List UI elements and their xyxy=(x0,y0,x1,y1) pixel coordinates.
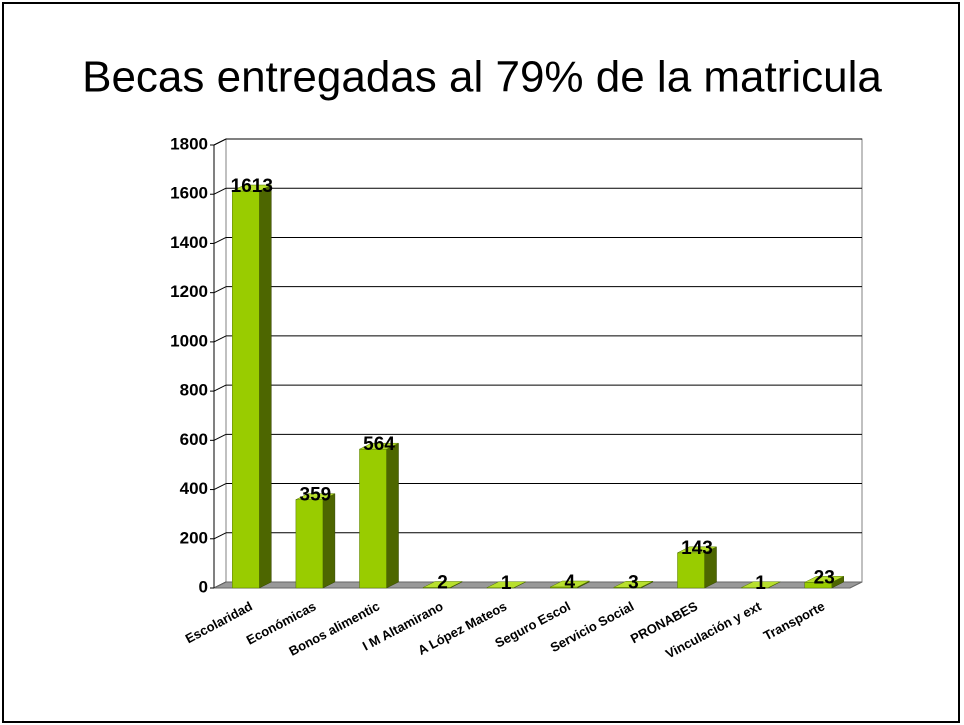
data-label: 4 xyxy=(565,572,576,593)
y-tick-label: 1800 xyxy=(170,134,208,153)
bar-face xyxy=(232,190,260,589)
bar-face xyxy=(422,581,463,588)
y-tick-label: 0 xyxy=(199,577,208,596)
bar-face xyxy=(322,493,336,589)
data-label: 359 xyxy=(300,485,332,506)
data-label: 23 xyxy=(814,567,835,588)
bar xyxy=(677,546,717,589)
y-tick-label: 200 xyxy=(180,528,208,547)
grid-line xyxy=(213,335,227,343)
bar-face xyxy=(486,581,526,589)
grid-line xyxy=(213,236,227,244)
bar-face xyxy=(359,442,399,450)
data-label: 3 xyxy=(628,572,639,593)
bar-face xyxy=(359,448,387,589)
bar xyxy=(740,581,781,589)
bar-face xyxy=(677,552,705,589)
y-tick-label: 800 xyxy=(180,381,208,400)
bar-face xyxy=(295,493,336,500)
bar xyxy=(232,184,272,589)
y-tick-label: 400 xyxy=(180,479,208,498)
y-tick-label: 1400 xyxy=(170,233,208,252)
chart-title: Becas entregadas al 79% de la matricula xyxy=(82,53,882,102)
data-label: 564 xyxy=(363,434,395,455)
data-label: 143 xyxy=(681,538,713,559)
bar-face xyxy=(740,581,781,589)
bar-face xyxy=(804,576,844,583)
side-wall xyxy=(213,138,227,589)
bar-face xyxy=(677,546,717,554)
bar-face xyxy=(232,184,272,192)
bar xyxy=(486,581,526,589)
data-label: 1 xyxy=(501,573,512,594)
data-label: 2 xyxy=(437,573,448,594)
grid-line xyxy=(213,138,227,146)
y-tick-label: 1200 xyxy=(170,282,208,301)
grid-line xyxy=(213,483,227,491)
grid-line xyxy=(213,384,227,392)
y-tick-label: 1000 xyxy=(170,331,208,350)
bar xyxy=(359,442,399,589)
bar xyxy=(295,493,336,589)
y-tick-label: 1600 xyxy=(170,184,208,203)
bar xyxy=(613,580,654,589)
grid-line xyxy=(213,187,227,195)
grid-line xyxy=(213,433,227,441)
bar xyxy=(804,575,844,589)
data-label: 1 xyxy=(755,573,766,594)
bar-face xyxy=(613,581,654,588)
bar xyxy=(422,581,463,589)
y-tick-label: 600 xyxy=(180,430,208,449)
bar xyxy=(550,580,590,589)
data-label: 1613 xyxy=(231,176,273,197)
bar-face xyxy=(550,580,590,588)
grid-line xyxy=(213,532,227,540)
bar-face xyxy=(295,499,324,589)
bar-face xyxy=(259,184,272,589)
bar-face xyxy=(386,442,399,589)
grid-line xyxy=(213,286,227,294)
